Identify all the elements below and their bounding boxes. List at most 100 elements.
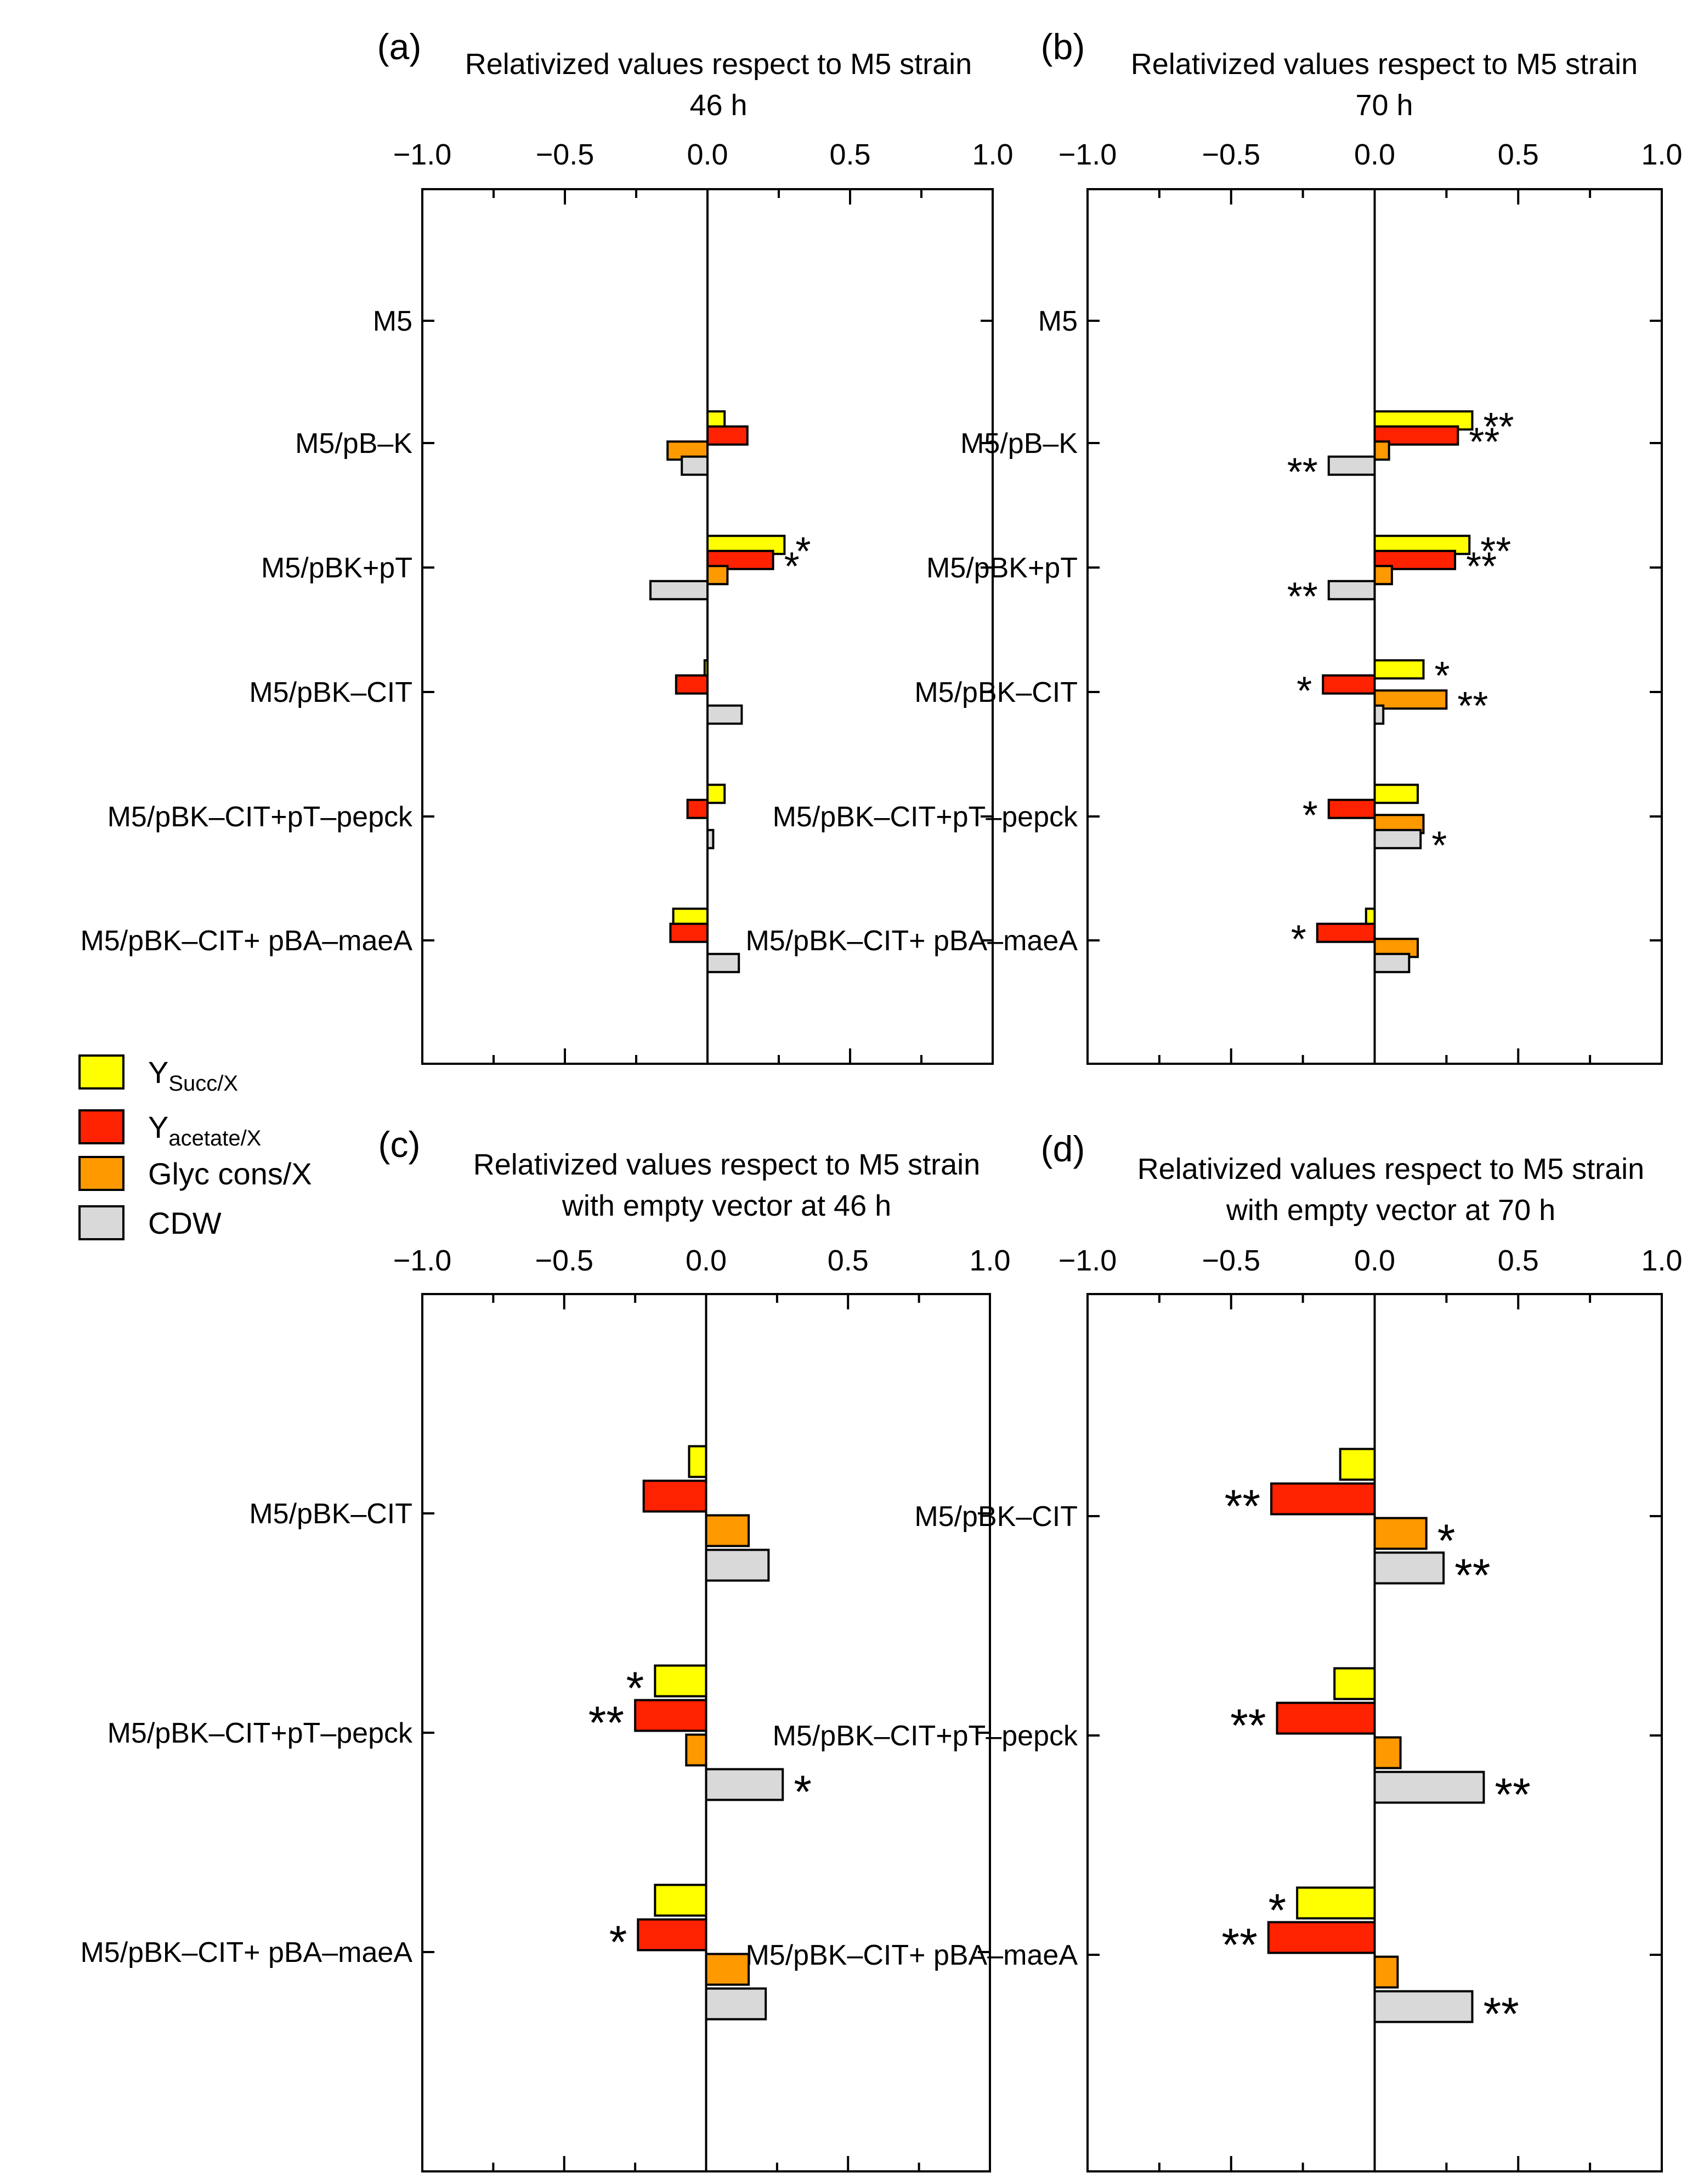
significance-mark: * xyxy=(1291,917,1306,961)
bar-yacet xyxy=(637,1918,707,1952)
significance-mark: ** xyxy=(1480,530,1511,574)
bar-ysucc xyxy=(654,1664,707,1698)
bar-glyc xyxy=(1373,689,1448,710)
chart-subtitle: with empty vector at 46 h xyxy=(562,1189,891,1222)
legend-label-main: Y xyxy=(148,1055,168,1090)
x-tick-label: −1.0 xyxy=(1058,1244,1117,1277)
bar-yacet xyxy=(642,1479,707,1513)
significance-mark: * xyxy=(795,530,811,574)
bar-cdw xyxy=(1373,952,1411,973)
bar-yacet xyxy=(1267,1921,1376,1954)
x-tick-label: −1.0 xyxy=(1058,138,1117,171)
significance-mark: ** xyxy=(1225,1480,1260,1532)
x-tick-label: −0.5 xyxy=(1202,1244,1260,1277)
bar-cdw xyxy=(706,829,715,849)
y-tick-label: M5 xyxy=(373,305,412,337)
bar-cdw xyxy=(1373,1771,1485,1804)
significance-mark: ** xyxy=(1466,544,1497,588)
legend-swatch-glyc xyxy=(78,1156,124,1191)
bar-cdw xyxy=(705,1548,770,1582)
bar-glyc xyxy=(705,1953,750,1986)
chart-title: Relativized values respect to M5 strain xyxy=(1131,48,1638,81)
bar-yacet xyxy=(686,798,709,819)
significance-mark: * xyxy=(784,544,800,588)
x-tick-label: 0.0 xyxy=(687,138,728,171)
y-tick-label: M5/pBK–CIT+pT–pepck xyxy=(107,801,413,833)
legend-swatch-ysucc xyxy=(78,1054,124,1090)
bar-yacet xyxy=(669,922,709,943)
bar-glyc xyxy=(1373,565,1393,586)
y-tick-label: M5/pBK+pT xyxy=(926,552,1078,584)
significance-mark: ** xyxy=(1494,1769,1530,1820)
bar-cdw xyxy=(649,580,709,600)
bar-ysucc xyxy=(688,1445,707,1478)
panel-d: (d) Relativized values respect to M5 stra… xyxy=(745,1128,1683,2172)
bar-yacet xyxy=(706,425,749,446)
legend-swatch-cdw xyxy=(78,1205,124,1240)
y-tick-label: M5/pB–K xyxy=(295,428,412,460)
y-tick-label: M5/pBK–CIT xyxy=(914,677,1078,708)
significance-mark: * xyxy=(1303,793,1318,837)
panel-label: (a) xyxy=(377,26,422,67)
y-tick-label: M5/pBK–CIT xyxy=(914,1501,1078,1533)
significance-mark: * xyxy=(1297,669,1312,713)
x-tick-label: −1.0 xyxy=(393,138,452,171)
bar-cdw xyxy=(705,1987,767,2021)
significance-mark: * xyxy=(609,1916,627,1968)
bar-cdw xyxy=(1373,704,1385,725)
significance-mark: ** xyxy=(588,1697,624,1749)
significance-mark: ** xyxy=(1230,1700,1266,1751)
x-tick-label: 0.0 xyxy=(1354,138,1395,171)
panel-a: (a) Relativized values respect to M5 stra… xyxy=(80,26,1014,1065)
significance-mark: ** xyxy=(1287,450,1318,494)
panel-c: (c) Relativized values respect to M5 stra… xyxy=(80,1124,1011,2172)
x-tick-label: 1.0 xyxy=(1641,1244,1682,1277)
significance-mark: ** xyxy=(1221,1919,1257,1971)
y-tick-label: M5/pBK+pT xyxy=(261,552,412,584)
bar-cdw xyxy=(705,1768,784,1801)
bar-cdw xyxy=(706,704,743,725)
bar-ysucc xyxy=(1339,1448,1376,1481)
y-tick-label: M5/pBK–CIT xyxy=(249,1498,412,1530)
x-tick-label: 0.5 xyxy=(1498,1244,1539,1277)
legend-label-ysucc: YSucc/X xyxy=(148,1055,238,1096)
bar-cdw xyxy=(706,952,740,973)
bar-yacet xyxy=(675,674,709,695)
bar-yacet xyxy=(1316,922,1376,943)
bar-cdw xyxy=(1373,1551,1445,1585)
legend-label-sub: acetate/X xyxy=(168,1126,261,1150)
chart-title: Relativized values respect to M5 strain xyxy=(1137,1153,1644,1185)
x-tick-label: −0.5 xyxy=(536,138,595,171)
panel-label: (c) xyxy=(378,1124,421,1165)
panel-b: (b) Relativized values respect to M5 stra… xyxy=(745,26,1683,1065)
x-tick-label: 1.0 xyxy=(969,1244,1010,1277)
bar-yacet xyxy=(1270,1482,1376,1516)
bar-glyc xyxy=(706,565,729,586)
bar-yacet xyxy=(1276,1701,1376,1735)
bar-cdw xyxy=(1373,1990,1474,2023)
bar-cdw xyxy=(1373,829,1422,849)
significance-mark: ** xyxy=(1483,405,1514,449)
bar-glyc xyxy=(685,1733,707,1767)
panel-label: (d) xyxy=(1041,1128,1085,1169)
bar-glyc xyxy=(1373,1517,1428,1550)
y-tick-label: M5/pB–K xyxy=(960,428,1078,460)
chart-subtitle: 70 h xyxy=(1355,89,1413,122)
legend-label-yacet: Yacetate/X xyxy=(148,1110,261,1150)
chart-subtitle: 46 h xyxy=(689,89,747,122)
bar-cdw xyxy=(1327,580,1376,600)
x-tick-label: 1.0 xyxy=(972,138,1013,171)
y-tick-label: M5 xyxy=(1038,305,1078,337)
x-tick-label: −1.0 xyxy=(393,1244,452,1277)
bar-ysucc xyxy=(1373,784,1419,804)
bar-glyc xyxy=(1373,440,1390,461)
bar-glyc xyxy=(1373,1736,1402,1769)
x-tick-label: −0.5 xyxy=(535,1244,593,1277)
significance-mark: ** xyxy=(1287,575,1318,619)
x-tick-label: 0.0 xyxy=(1354,1244,1395,1277)
bar-glyc xyxy=(1373,1955,1399,1989)
bar-ysucc xyxy=(706,784,726,804)
chart-title: Relativized values respect to M5 strain xyxy=(473,1148,980,1181)
y-tick-label: M5/pBK–CIT+pT–pepck xyxy=(773,801,1078,833)
